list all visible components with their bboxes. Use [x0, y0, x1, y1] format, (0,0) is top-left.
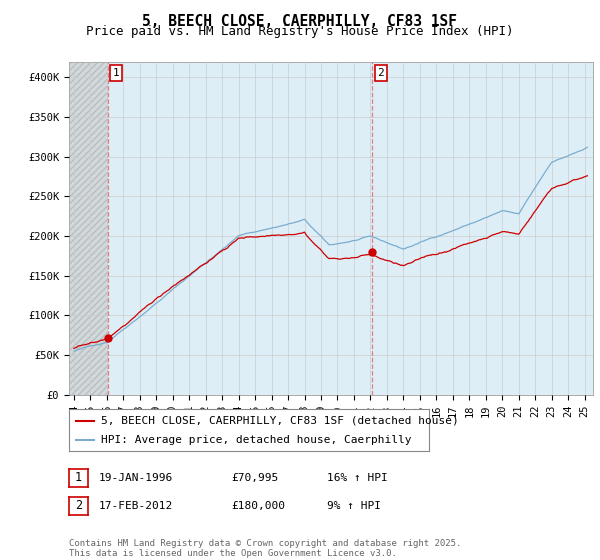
Text: 1: 1 — [113, 68, 119, 78]
Text: 5, BEECH CLOSE, CAERPHILLY, CF83 1SF: 5, BEECH CLOSE, CAERPHILLY, CF83 1SF — [143, 14, 458, 29]
Text: £180,000: £180,000 — [231, 501, 285, 511]
Text: HPI: Average price, detached house, Caerphilly: HPI: Average price, detached house, Caer… — [101, 435, 412, 445]
Text: Price paid vs. HM Land Registry's House Price Index (HPI): Price paid vs. HM Land Registry's House … — [86, 25, 514, 38]
Text: 17-FEB-2012: 17-FEB-2012 — [99, 501, 173, 511]
Text: 5, BEECH CLOSE, CAERPHILLY, CF83 1SF (detached house): 5, BEECH CLOSE, CAERPHILLY, CF83 1SF (de… — [101, 416, 459, 426]
Bar — [69, 62, 108, 395]
Text: Contains HM Land Registry data © Crown copyright and database right 2025.
This d: Contains HM Land Registry data © Crown c… — [69, 539, 461, 558]
Text: 19-JAN-1996: 19-JAN-1996 — [99, 473, 173, 483]
Text: 16% ↑ HPI: 16% ↑ HPI — [327, 473, 388, 483]
Text: 1: 1 — [75, 472, 82, 484]
Text: 9% ↑ HPI: 9% ↑ HPI — [327, 501, 381, 511]
Text: 2: 2 — [377, 68, 384, 78]
Text: £70,995: £70,995 — [231, 473, 278, 483]
Text: 2: 2 — [75, 500, 82, 512]
